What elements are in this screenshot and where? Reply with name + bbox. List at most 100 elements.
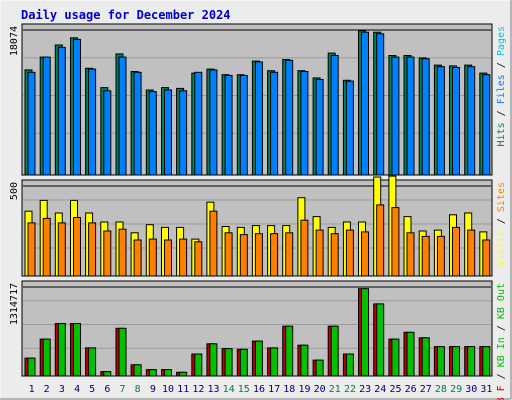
bar-sites-day-31	[482, 239, 491, 277]
chart-title: Daily usage for December 2024	[21, 8, 231, 22]
bar-kb-out-day-11	[179, 371, 188, 377]
legend-separator: /	[496, 319, 507, 337]
x-label-day-2: 2	[44, 384, 50, 395]
bar-files-day-10	[164, 89, 172, 176]
bar-files-day-13	[209, 69, 218, 176]
x-label-day-28: 28	[435, 384, 447, 395]
legend-kb: KB F / KB In / KB Out	[496, 283, 507, 400]
bar-files-day-19	[300, 71, 309, 176]
bar-sites-day-8	[133, 239, 142, 277]
bar-sites-day-14	[224, 232, 233, 277]
bar-sites-day-13	[209, 210, 218, 277]
x-label-day-6: 6	[104, 384, 110, 395]
bar-sites-day-9	[148, 238, 157, 277]
bar-sites-day-29	[452, 226, 460, 277]
bar-files-day-3	[57, 46, 66, 176]
x-label-day-8: 8	[135, 384, 141, 395]
bar-files-day-1	[27, 71, 36, 176]
bar-files-day-12	[194, 71, 203, 176]
bar-kb-out-day-8	[133, 364, 142, 377]
bar-sites-day-20	[315, 229, 324, 277]
y-max-label-hits-files-pages: 18074	[9, 26, 20, 56]
bar-sites-day-7	[118, 228, 127, 277]
x-label-day-25: 25	[389, 384, 401, 395]
x-label-day-24: 24	[374, 384, 386, 395]
x-label-day-20: 20	[314, 384, 326, 395]
bar-files-day-15	[239, 75, 248, 176]
bar-sites-day-19	[300, 219, 309, 277]
x-label-day-30: 30	[465, 384, 477, 395]
x-label-day-1: 1	[29, 384, 35, 395]
legend-item-visits: Visits	[496, 230, 507, 266]
x-label-day-18: 18	[283, 384, 295, 395]
legend-separator: /	[496, 367, 507, 385]
bar-kb-out-day-23	[361, 288, 369, 377]
bar-files-day-7	[118, 56, 127, 176]
bar-files-day-8	[133, 71, 142, 176]
bar-files-day-4	[73, 38, 81, 176]
legend-item-pages: Pages	[496, 26, 507, 56]
x-label-day-7: 7	[119, 384, 125, 395]
legend-separator: /	[496, 104, 507, 122]
bar-kb-out-day-5	[88, 347, 97, 377]
y-max-label-kb: 1314717	[9, 283, 20, 325]
legend-separator: /	[496, 212, 507, 230]
x-label-day-19: 19	[298, 384, 310, 395]
bar-files-day-6	[103, 90, 112, 176]
bar-kb-out-day-26	[406, 331, 415, 377]
x-label-day-12: 12	[192, 384, 204, 395]
bar-sites-day-4	[73, 217, 81, 277]
bar-files-day-25	[391, 56, 400, 176]
bar-sites-day-27	[421, 235, 430, 277]
bar-files-day-31	[482, 74, 491, 176]
chart-panels: 18074 Hits / Files / Pages 500 Visits / Sit…	[9, 23, 507, 400]
bar-kb-out-day-30	[467, 346, 476, 377]
bar-files-day-2	[42, 56, 51, 176]
bar-kb-out-day-3	[57, 323, 66, 377]
bar-sites-day-11	[179, 238, 188, 277]
bar-kb-out-day-6	[103, 371, 112, 377]
bar-kb-out-day-7	[118, 327, 127, 377]
bar-kb-out-day-19	[300, 344, 309, 377]
bar-files-day-11	[179, 90, 188, 176]
bar-kb-out-day-16	[254, 340, 263, 377]
legend-hits-files-pages: Hits / Files / Pages	[496, 26, 507, 146]
x-label-day-5: 5	[89, 384, 95, 395]
bar-files-day-24	[376, 33, 385, 176]
bar-kb-out-day-9	[148, 369, 157, 377]
bar-files-day-27	[421, 58, 430, 176]
legend-visits-sites: Visits / Sites	[496, 182, 507, 266]
bar-sites-day-6	[103, 230, 112, 277]
legend-item-kb-in: KB In	[496, 337, 507, 367]
bar-files-day-23	[361, 31, 369, 176]
bar-sites-day-2	[42, 217, 51, 277]
bar-files-day-22	[345, 80, 354, 176]
bar-kb-out-day-21	[330, 325, 339, 377]
bar-kb-out-day-13	[209, 343, 218, 377]
legend-item-kb-out: KB Out	[496, 283, 507, 319]
legend-separator: /	[496, 56, 507, 74]
x-label-day-16: 16	[253, 384, 265, 395]
x-label-day-31: 31	[480, 384, 492, 395]
x-label-day-9: 9	[150, 384, 156, 395]
x-label-day-10: 10	[162, 384, 174, 395]
bar-sites-day-23	[361, 231, 369, 277]
x-label-day-21: 21	[329, 384, 341, 395]
bar-kb-out-day-27	[421, 337, 430, 377]
bar-kb-out-day-14	[224, 348, 233, 377]
bar-kb-out-day-20	[315, 359, 324, 377]
bar-sites-day-18	[285, 232, 294, 277]
bar-sites-day-28	[436, 235, 445, 277]
bar-sites-day-5	[88, 222, 97, 277]
bar-sites-day-15	[239, 234, 248, 277]
bar-kb-out-day-18	[285, 325, 294, 377]
bar-kb-out-day-17	[270, 347, 279, 377]
bar-sites-day-12	[194, 241, 203, 277]
bar-files-day-16	[254, 61, 263, 176]
bar-kb-out-day-10	[164, 369, 172, 377]
bar-kb-out-day-24	[376, 303, 385, 377]
x-label-day-27: 27	[420, 384, 432, 395]
legend-item-files: Files	[496, 74, 507, 104]
bar-files-day-17	[270, 71, 279, 176]
